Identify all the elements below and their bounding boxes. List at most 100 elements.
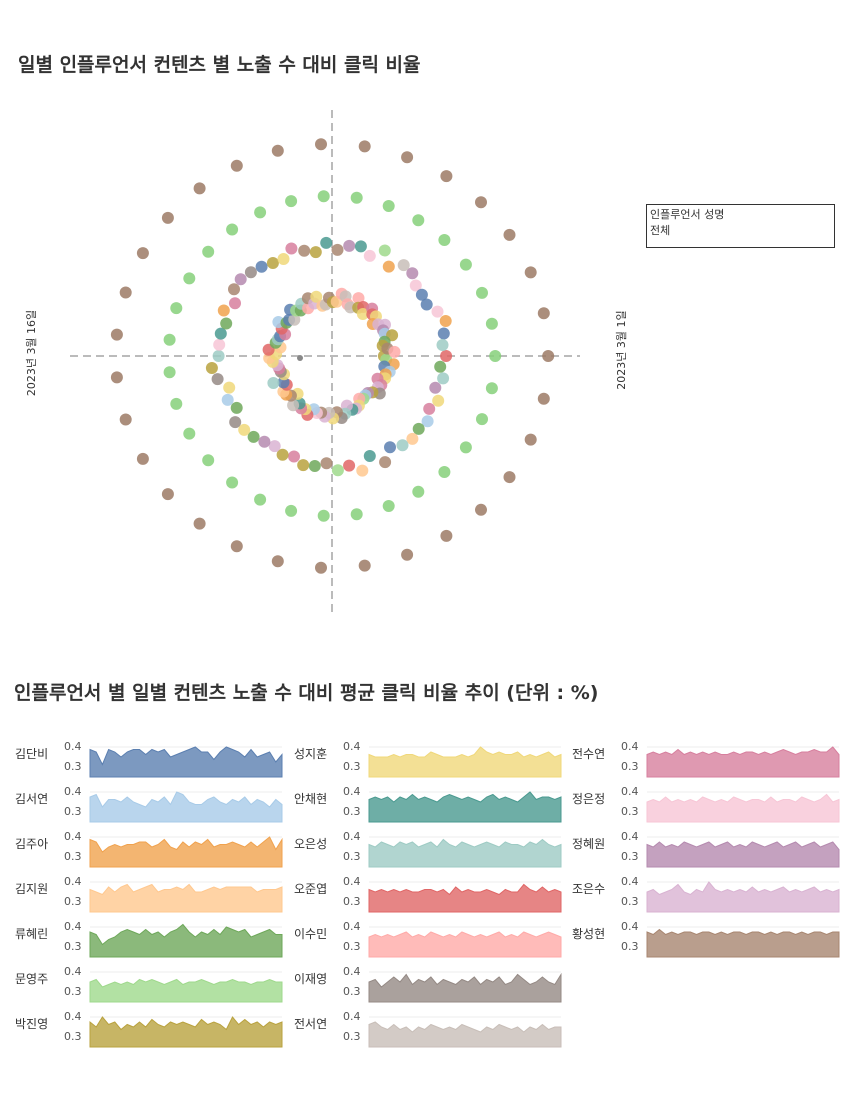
scatter-point-ring-3[interactable]	[258, 435, 271, 448]
scatter-point-ring-1[interactable]	[475, 503, 487, 516]
sparkline-area[interactable]	[368, 791, 562, 823]
scatter-point-ring-3[interactable]	[397, 259, 410, 272]
scatter-point-ring-1[interactable]	[524, 266, 537, 279]
scatter-point-ring-2[interactable]	[485, 317, 498, 330]
scatter-point-ring-3[interactable]	[431, 305, 444, 318]
scatter-point-ring-1[interactable]	[440, 170, 453, 183]
scatter-point-ring-1[interactable]	[119, 413, 132, 426]
scatter-point-ring-2[interactable]	[183, 272, 196, 285]
sparkline-area[interactable]	[646, 881, 840, 913]
scatter-point-ring-3[interactable]	[298, 244, 311, 257]
scatter-point-ring-1[interactable]	[401, 548, 414, 561]
scatter-point-ring-2[interactable]	[170, 302, 183, 315]
scatter-point-ring-1[interactable]	[271, 144, 284, 157]
scatter-point-ring-1[interactable]	[136, 452, 149, 465]
sparkline-area[interactable]	[89, 836, 283, 868]
scatter-point-ring-1[interactable]	[537, 392, 550, 405]
scatter-point-ring-3[interactable]	[378, 244, 391, 257]
scatter-point-ring-1[interactable]	[524, 433, 537, 446]
scatter-point-ring-1[interactable]	[110, 328, 123, 341]
sparkline-area[interactable]	[368, 746, 562, 778]
scatter-point-ring-1[interactable]	[161, 211, 174, 224]
scatter-point-ring-3[interactable]	[409, 279, 422, 292]
scatter-point-ring-1[interactable]	[503, 228, 516, 241]
sparkline-area[interactable]	[368, 1021, 562, 1048]
sparkline-area[interactable]	[89, 791, 283, 823]
scatter-point-ring-3[interactable]	[309, 246, 322, 259]
scatter-point-ring-3[interactable]	[437, 327, 450, 340]
sparkline-area[interactable]	[646, 746, 840, 778]
scatter-point-ring-2[interactable]	[170, 397, 183, 410]
scatter-point-ring-3[interactable]	[229, 297, 241, 310]
scatter-point-ring-3[interactable]	[247, 430, 260, 443]
scatter-point-ring-3[interactable]	[205, 362, 218, 374]
scatter-point-ring-1[interactable]	[161, 488, 174, 501]
scatter-point-ring-3[interactable]	[212, 350, 225, 362]
scatter-point-ring-3[interactable]	[356, 464, 369, 477]
sparkline-area[interactable]	[368, 972, 562, 1003]
scatter-point-ring-3[interactable]	[331, 464, 344, 477]
scatter-point-ring-2[interactable]	[350, 191, 363, 204]
scatter-point-ring-2[interactable]	[183, 427, 196, 440]
scatter-point-ring-3[interactable]	[420, 298, 433, 311]
sparkline-area[interactable]	[89, 978, 283, 1003]
scatter-point-ring-2[interactable]	[438, 234, 451, 246]
scatter-point-ring-1[interactable]	[136, 247, 149, 260]
scatter-point-ring-2[interactable]	[438, 466, 451, 478]
scatter-point-ring-2[interactable]	[285, 195, 298, 208]
scatter-point-ring-4[interactable]	[356, 308, 369, 320]
scatter-point-ring-2[interactable]	[382, 500, 395, 512]
sparkline-area[interactable]	[368, 931, 562, 958]
scatter-point-ring-3[interactable]	[288, 450, 300, 463]
scatter-point-ring-4[interactable]	[287, 399, 300, 412]
scatter-point-ring-3[interactable]	[255, 260, 268, 273]
scatter-point-ring-2[interactable]	[476, 413, 488, 426]
scatter-point-ring-3[interactable]	[440, 350, 453, 362]
scatter-point-ring-4[interactable]	[310, 290, 323, 303]
sparkline-area[interactable]	[89, 1016, 283, 1048]
scatter-point-ring-1[interactable]	[358, 559, 371, 572]
scatter-point-ring-1[interactable]	[271, 555, 284, 568]
scatter-point-ring-2[interactable]	[485, 382, 498, 395]
scatter-point-ring-3[interactable]	[211, 373, 224, 386]
scatter-point-ring-2[interactable]	[476, 286, 488, 299]
scatter-point-ring-3[interactable]	[220, 317, 233, 330]
scatter-point-ring-1[interactable]	[315, 561, 327, 574]
sparkline-area[interactable]	[368, 838, 562, 868]
scatter-point-ring-2[interactable]	[202, 245, 215, 258]
scatter-point-ring-3[interactable]	[432, 394, 445, 407]
scatter-point-ring-3[interactable]	[437, 372, 450, 385]
scatter-point-ring-3[interactable]	[277, 253, 290, 265]
scatter-point-ring-3[interactable]	[423, 402, 436, 415]
scatter-point-ring-3[interactable]	[217, 304, 230, 317]
scatter-point-ring-1[interactable]	[119, 286, 132, 299]
sparkline-area[interactable]	[646, 793, 840, 823]
scatter-point-ring-2[interactable]	[317, 509, 330, 522]
scatter-point-ring-1[interactable]	[542, 350, 555, 362]
scatter-point-ring-2[interactable]	[459, 258, 472, 271]
scatter-point-ring-2[interactable]	[163, 333, 176, 346]
scatter-point-ring-3[interactable]	[223, 381, 236, 394]
scatter-point-ring-3[interactable]	[320, 457, 333, 470]
scatter-point-ring-3[interactable]	[221, 393, 234, 406]
scatter-point-ring-1[interactable]	[503, 471, 516, 484]
scatter-point-ring-1[interactable]	[193, 182, 206, 195]
scatter-point-ring-1[interactable]	[193, 517, 206, 530]
scatter-point-ring-2[interactable]	[163, 366, 176, 379]
scatter-point-ring-1[interactable]	[358, 140, 371, 153]
sparkline-area[interactable]	[89, 883, 283, 913]
scatter-point-ring-1[interactable]	[110, 371, 123, 384]
scatter-point-ring-3[interactable]	[412, 422, 425, 435]
scatter-point-ring-3[interactable]	[406, 267, 419, 280]
scatter-point-ring-2[interactable]	[202, 454, 215, 467]
scatter-point-ring-3[interactable]	[214, 327, 227, 340]
scatter-point-ring-1[interactable]	[230, 159, 243, 172]
scatter-point-ring-2[interactable]	[412, 485, 425, 498]
scatter-point-ring-3[interactable]	[331, 243, 344, 256]
scatter-point-ring-2[interactable]	[489, 350, 502, 362]
scatter-point-ring-1[interactable]	[475, 196, 487, 209]
scatter-point-ring-3[interactable]	[384, 441, 396, 454]
scatter-point-ring-3[interactable]	[266, 257, 279, 269]
scatter-point-ring-3[interactable]	[406, 432, 419, 445]
scatter-point-ring-3[interactable]	[436, 339, 449, 351]
